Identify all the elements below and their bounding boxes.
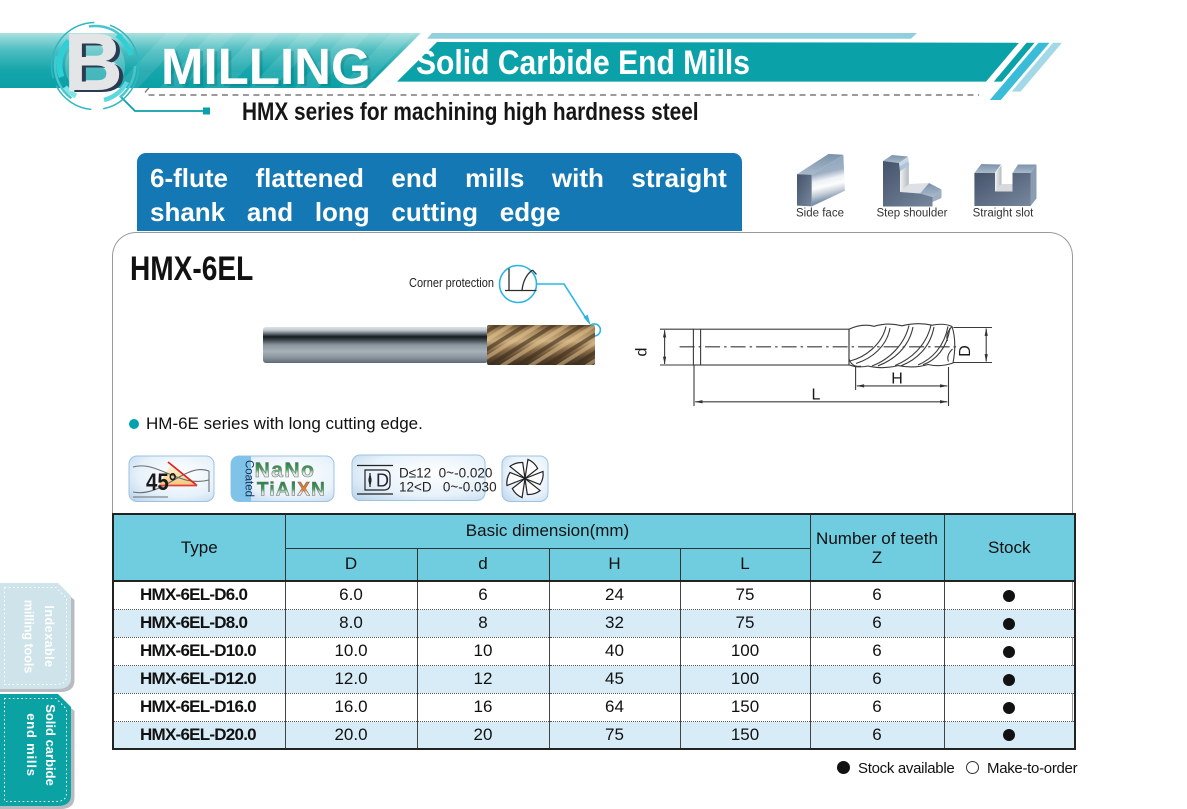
svg-text:TiAlXN: TiAlXN <box>257 480 326 501</box>
svg-text:L: L <box>812 387 821 404</box>
svg-text:Solid carbideend mills: Solid carbideend mills <box>24 704 58 786</box>
svg-text:Coated: Coated <box>243 460 255 497</box>
svg-text:Side face: Side face <box>796 208 844 220</box>
svg-text:Indexablemilling tools: Indexablemilling tools <box>22 600 57 674</box>
svg-text:12<D 0~-0.030: 12<D 0~-0.030 <box>399 480 497 495</box>
svg-text:Step shoulder: Step shoulder <box>877 208 948 220</box>
svg-text:D: D <box>957 345 974 357</box>
svg-text:H: H <box>891 371 903 388</box>
svg-text:D: D <box>376 471 389 491</box>
svg-text:45°: 45° <box>146 468 177 495</box>
svg-text:d: d <box>634 348 651 357</box>
svg-text:D≤12 0~-0.020: D≤12 0~-0.020 <box>399 466 492 481</box>
svg-text:NaNo: NaNo <box>255 459 316 482</box>
svg-text:Straight slot: Straight slot <box>973 208 1035 220</box>
